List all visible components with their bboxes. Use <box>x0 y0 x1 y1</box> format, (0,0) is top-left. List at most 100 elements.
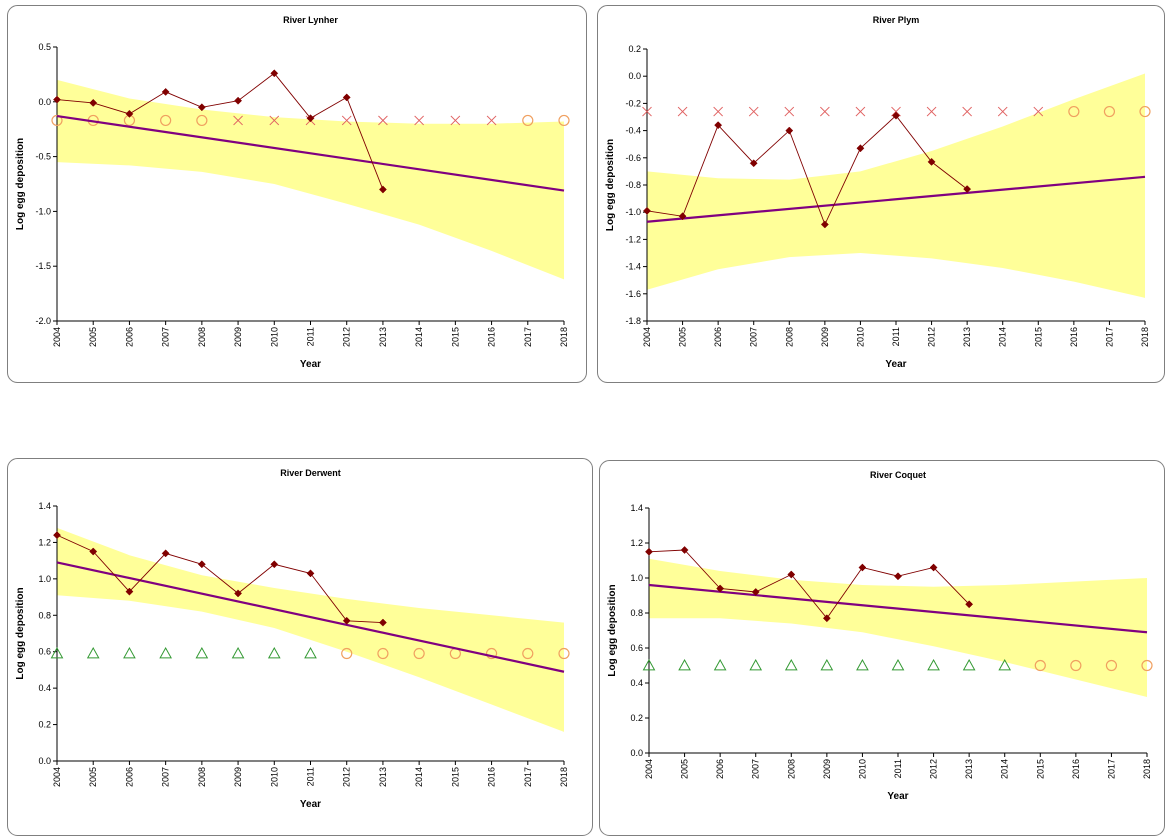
x-tick-label: 2014 <box>414 767 424 787</box>
y-axis-title: Log egg deposition <box>605 139 616 231</box>
x-marker-stroke <box>748 106 759 117</box>
observed-point <box>927 157 936 166</box>
y-tick-label: -1.0 <box>35 206 51 216</box>
triangle-marker <box>998 658 1012 671</box>
observed-point <box>963 185 972 194</box>
x-marker <box>486 115 497 126</box>
observed-point <box>125 109 134 118</box>
x-tick-label: 2008 <box>784 327 794 347</box>
x-tick-label: 2004 <box>52 327 62 347</box>
x-tick-label: 2009 <box>820 327 830 347</box>
x-marker <box>926 106 937 117</box>
y-tick-label: 0.2 <box>628 44 641 54</box>
observed-point <box>749 159 758 168</box>
chart-river-coquet: River Coquet 0.0 0.2 0.4 0.6 0.8 1.0 1.2 1.4 2004… <box>599 460 1165 836</box>
x-tick-label: 2013 <box>964 759 974 779</box>
observed-point <box>680 546 689 554</box>
x-marker-stroke <box>450 115 461 126</box>
confidence-band <box>649 558 1147 697</box>
triangle-marker <box>713 658 727 671</box>
confidence-band <box>647 73 1145 298</box>
y-tick-label: -1.2 <box>625 234 641 244</box>
x-tick-label: 2008 <box>197 767 207 787</box>
x-tick-label: 2016 <box>487 327 497 347</box>
x-tick-label: 2011 <box>891 327 901 346</box>
y-tick-label: 1.2 <box>630 538 643 548</box>
chart-title: River Derwent <box>280 468 341 478</box>
x-marker-stroke <box>486 115 497 126</box>
y-axis-title: Log egg deposition <box>15 138 26 230</box>
x-marker <box>891 106 901 117</box>
observed-point <box>306 114 315 123</box>
x-tick-label: 2016 <box>487 767 497 787</box>
circle-marker <box>1139 105 1151 118</box>
chart-svg: River Coquet 0.0 0.2 0.4 0.6 0.8 1.0 1.2 1.4 2004… <box>599 460 1165 836</box>
x-tick-label: 2014 <box>1000 759 1010 779</box>
x-tick-label: 2017 <box>1104 327 1114 347</box>
y-tick-label: 0.8 <box>38 610 51 620</box>
y-tick-label: 0.4 <box>38 683 51 693</box>
circle-marker <box>558 647 570 660</box>
observed-point <box>378 185 387 194</box>
observed-point <box>856 144 865 153</box>
circle-marker <box>522 114 534 127</box>
triangle-marker <box>231 647 245 659</box>
chart-svg: River Plym -1.8 -1.6 -1.4 -1.2 -1.0 -0.8 -0.6 -0… <box>597 5 1165 383</box>
y-tick-label: 0.8 <box>630 608 643 618</box>
observed-point <box>714 121 723 130</box>
x-marker-stroke <box>1033 106 1044 117</box>
y-tick-label: 0.2 <box>630 713 643 723</box>
triangle-marker <box>927 658 940 671</box>
triangle-marker <box>267 647 281 659</box>
x-tick-label: 2010 <box>855 327 865 347</box>
y-tick-label: 0.4 <box>630 678 643 688</box>
chart-title: River Lynher <box>283 15 338 25</box>
confidence-band <box>57 79 564 280</box>
x-marker-stroke <box>997 106 1008 117</box>
x-tick-label: 2008 <box>786 759 796 779</box>
observed-point <box>270 560 279 569</box>
circle-marker <box>51 114 63 127</box>
x-tick-label: 2010 <box>269 767 279 787</box>
x-tick-label: 2009 <box>233 767 243 787</box>
x-marker-stroke <box>926 106 937 117</box>
observed-point <box>378 618 387 627</box>
observed-point <box>965 600 974 609</box>
y-tick-label: 0.6 <box>38 647 51 657</box>
observed-point <box>820 220 829 229</box>
x-tick-label: 2004 <box>52 767 62 787</box>
x-marker-stroke <box>269 115 280 126</box>
y-tick-label: -1.0 <box>625 207 641 217</box>
x-tick-label: 2013 <box>378 767 388 787</box>
x-tick-label: 2015 <box>450 327 460 347</box>
x-marker <box>450 115 461 126</box>
chart-frame <box>7 458 593 836</box>
y-tick-label: -0.6 <box>625 153 641 163</box>
x-tick-label: 2005 <box>678 327 688 347</box>
triangle-marker <box>891 658 905 671</box>
x-tick-label: 2012 <box>929 759 939 779</box>
observed-point <box>751 588 760 596</box>
x-tick-label: 2004 <box>644 759 654 779</box>
x-tick-label: 2012 <box>342 767 352 787</box>
observed-point <box>858 563 867 572</box>
x-marker <box>1033 106 1044 117</box>
x-tick-label: 2009 <box>822 759 832 779</box>
x-tick-label: 2005 <box>88 767 98 787</box>
x-tick-label: 2012 <box>927 327 937 347</box>
x-tick-label: 2010 <box>269 327 279 347</box>
x-marker <box>997 106 1008 117</box>
observed-point <box>306 569 315 578</box>
x-tick-label: 2017 <box>1106 759 1116 779</box>
circle-marker <box>1068 105 1080 118</box>
observed-point <box>270 69 279 78</box>
chart-title: River Plym <box>873 15 920 25</box>
observed-point <box>787 570 796 579</box>
x-tick-label: 2011 <box>893 759 903 778</box>
x-tick-label: 2011 <box>306 767 316 786</box>
trend-line <box>646 175 1146 223</box>
observed-point <box>342 616 351 625</box>
x-axis-title: Year <box>300 799 321 810</box>
circle-marker <box>341 647 353 660</box>
x-marker <box>820 106 830 117</box>
